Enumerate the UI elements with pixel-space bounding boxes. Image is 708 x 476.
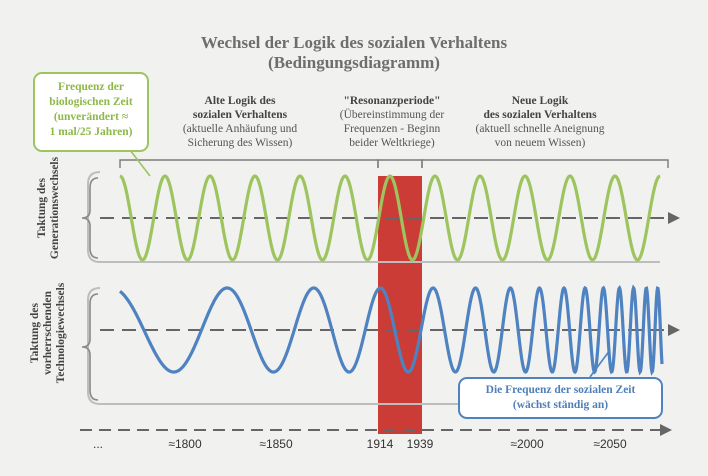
header-new-title-2: des sozialen Verhaltens xyxy=(483,109,597,121)
callout-bio-line-3: (unverändert ≈ xyxy=(53,111,129,123)
bracket-resonance xyxy=(377,159,423,168)
brace-generation xyxy=(81,177,99,259)
tick-2050: ≈2050 xyxy=(593,437,627,451)
header-old-title-1: Alte Logik des xyxy=(204,95,276,107)
callout-social-time: Die Frequenz der sozialen Zeit (wächst s… xyxy=(458,377,663,419)
header-resonance-sub-3: beider Weltkriege) xyxy=(349,137,435,149)
technology-axis-arrowhead xyxy=(668,324,680,336)
row-label-generation-2: Generationswechsels xyxy=(49,156,61,260)
header-new-logic: Neue Logik des sozialen Verhaltens (aktu… xyxy=(455,94,625,150)
row-label-technology-2: vorherrschenden xyxy=(42,291,54,375)
bracket-new-logic xyxy=(421,159,669,168)
header-new-title-1: Neue Logik xyxy=(511,95,569,107)
brace-technology xyxy=(81,293,99,401)
callout-bio-pointer xyxy=(129,149,151,177)
biological-time-wave xyxy=(119,174,661,262)
tick-1914: 1914 xyxy=(366,437,394,451)
callout-bio-line-1: Frequenz der xyxy=(58,81,124,93)
header-new-sub-2: von neuem Wissen) xyxy=(494,137,586,149)
callout-social-pointer xyxy=(589,349,611,378)
diagram-title: Wechsel der Logik des sozialen Verhalten… xyxy=(200,33,508,52)
tick-1800: ≈1800 xyxy=(168,437,202,451)
callout-bio-line-2: biologischen Zeit xyxy=(49,96,133,108)
header-old-title-2: sozialen Verhaltens xyxy=(192,109,288,121)
bracket-old-logic xyxy=(119,159,379,168)
row-label-technology-1: Taktung des xyxy=(29,303,41,363)
social-time-wave xyxy=(119,284,664,376)
row-label-generation-1: Taktung des xyxy=(36,178,48,238)
tick-2000: ≈2000 xyxy=(510,437,544,451)
row-label-technology: Taktung des vorherrschenden Technologiew… xyxy=(29,261,71,405)
row-label-generation: Taktung des Generationswechsels xyxy=(36,138,64,278)
callout-bio-line-4: 1 mal/25 Jahren) xyxy=(49,126,133,138)
tick-1939: 1939 xyxy=(406,437,434,451)
header-new-sub-1: (aktuell schnelle Aneignung xyxy=(475,123,605,135)
header-resonance-title: "Resonanzperiode" xyxy=(343,95,441,107)
tick-1850: ≈1850 xyxy=(259,437,293,451)
callout-biological-time: Frequenz der biologischen Zeit (unveränd… xyxy=(33,72,149,152)
header-resonance-sub-2: Frequenzen - Beginn xyxy=(343,123,441,135)
bottom-row-frame xyxy=(87,287,660,405)
header-resonance: "Resonanzperiode" (Übereinstimmung der F… xyxy=(328,94,456,150)
callout-social-line-2: (wächst ständig an) xyxy=(512,399,609,411)
header-old-sub-1: (aktuelle Anhäufung und xyxy=(182,123,298,135)
row-label-technology-3: Technologiewechsels xyxy=(55,282,67,384)
callout-social-line-1: Die Frequenz der sozialen Zeit xyxy=(485,384,636,396)
header-resonance-sub-1: (Übereinstimmung der xyxy=(339,109,445,121)
generation-axis-arrowhead xyxy=(668,212,680,224)
top-row-frame xyxy=(87,171,660,263)
header-old-logic: Alte Logik des sozialen Verhaltens (aktu… xyxy=(150,94,330,150)
tick-ellipsis: ... xyxy=(92,437,104,451)
header-old-sub-2: Sicherung des Wissen) xyxy=(187,137,293,149)
diagram-subtitle: (Bedingungsdiagramm) xyxy=(268,53,440,72)
timeline-arrowhead xyxy=(660,424,672,436)
